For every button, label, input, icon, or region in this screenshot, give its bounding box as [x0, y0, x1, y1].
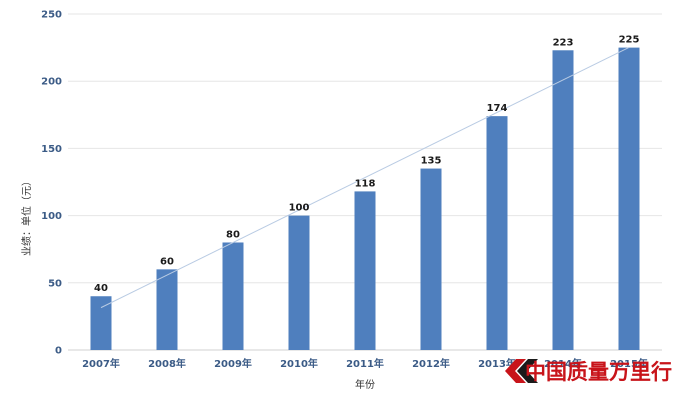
bar [552, 50, 574, 351]
x-tick-label: 2015年 [610, 357, 648, 370]
x-tick-label: 2012年 [412, 357, 450, 370]
bar [156, 269, 178, 350]
y-tick-label: 150 [41, 144, 62, 155]
x-axis-ticks: 2007年 2008年 2009年 2010年 2011年 2012年 2013年 2014年… [82, 357, 648, 370]
y-axis-ticks: 0 50 100 150 200 250 [41, 10, 62, 357]
x-tick-label: 2008年 [148, 357, 186, 370]
y-tick-label: 250 [41, 10, 62, 21]
y-tick-label: 100 [41, 211, 62, 222]
x-tick-label: 2011年 [346, 357, 384, 370]
x-axis-title: 年份 [355, 378, 375, 391]
data-label: 135 [421, 156, 442, 167]
y-tick-label: 0 [55, 346, 62, 357]
data-label: 225 [619, 35, 640, 46]
bar [618, 47, 640, 350]
x-tick-label: 2013年 [478, 357, 516, 370]
x-tick-label: 2010年 [280, 357, 318, 370]
data-label: 223 [553, 37, 574, 48]
bar [420, 168, 442, 350]
bar [354, 191, 376, 350]
bar [222, 242, 244, 350]
bar [90, 296, 112, 350]
bars [90, 47, 640, 351]
y-axis-title: 业绩：单位（元） [20, 176, 33, 256]
y-tick-label: 50 [48, 278, 62, 289]
bar [288, 215, 310, 350]
trend-line [100, 46, 630, 309]
value-labels: 40 60 80 100 118 135 174 223 225 [94, 35, 639, 295]
watermark-text: 中国质量万里行 [525, 359, 672, 384]
x-tick-label: 2014年 [544, 357, 582, 370]
data-label: 174 [487, 103, 508, 114]
data-label: 80 [226, 229, 240, 240]
x-tick-label: 2007年 [82, 357, 120, 370]
x-tick-label: 2009年 [214, 357, 252, 370]
data-label: 40 [94, 283, 108, 294]
data-label: 100 [289, 203, 310, 214]
data-label: 118 [355, 178, 376, 189]
chevron-logo-icon [505, 359, 538, 383]
y-tick-label: 200 [41, 77, 62, 88]
bar [486, 116, 508, 350]
watermark: 中国质量万里行 [505, 359, 672, 384]
data-label: 60 [160, 256, 174, 267]
